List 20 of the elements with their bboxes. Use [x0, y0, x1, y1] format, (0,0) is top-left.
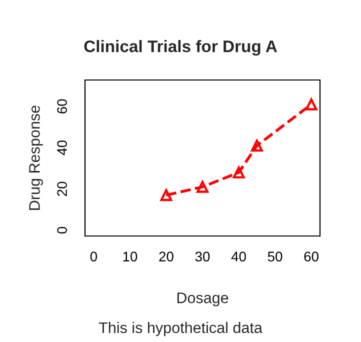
x-tick-label: 0	[90, 252, 98, 262]
y-tick-label: 0	[57, 226, 67, 234]
y-tick-label: 60	[57, 99, 67, 114]
x-axis-title: Dosage	[177, 292, 228, 306]
x-tick-label: 10	[123, 252, 138, 262]
chart-title: Clinical Trials for Drug A	[84, 40, 277, 56]
point	[232, 166, 245, 178]
y-tick-label: 20	[57, 182, 67, 196]
x-tick-label: 60	[304, 252, 318, 262]
x-tick-label: 40	[231, 252, 246, 262]
point	[305, 98, 318, 110]
x-tick-label: 20	[159, 252, 174, 262]
text: This is hypothetical data	[98, 322, 262, 336]
y-axis-title: Drug Response	[29, 106, 43, 210]
x-tick-label: 30	[195, 252, 210, 262]
x-tick-label: 50	[268, 252, 282, 262]
point	[196, 180, 208, 193]
point	[160, 189, 172, 202]
y-tick-label: 40	[57, 140, 67, 156]
point	[250, 140, 263, 152]
